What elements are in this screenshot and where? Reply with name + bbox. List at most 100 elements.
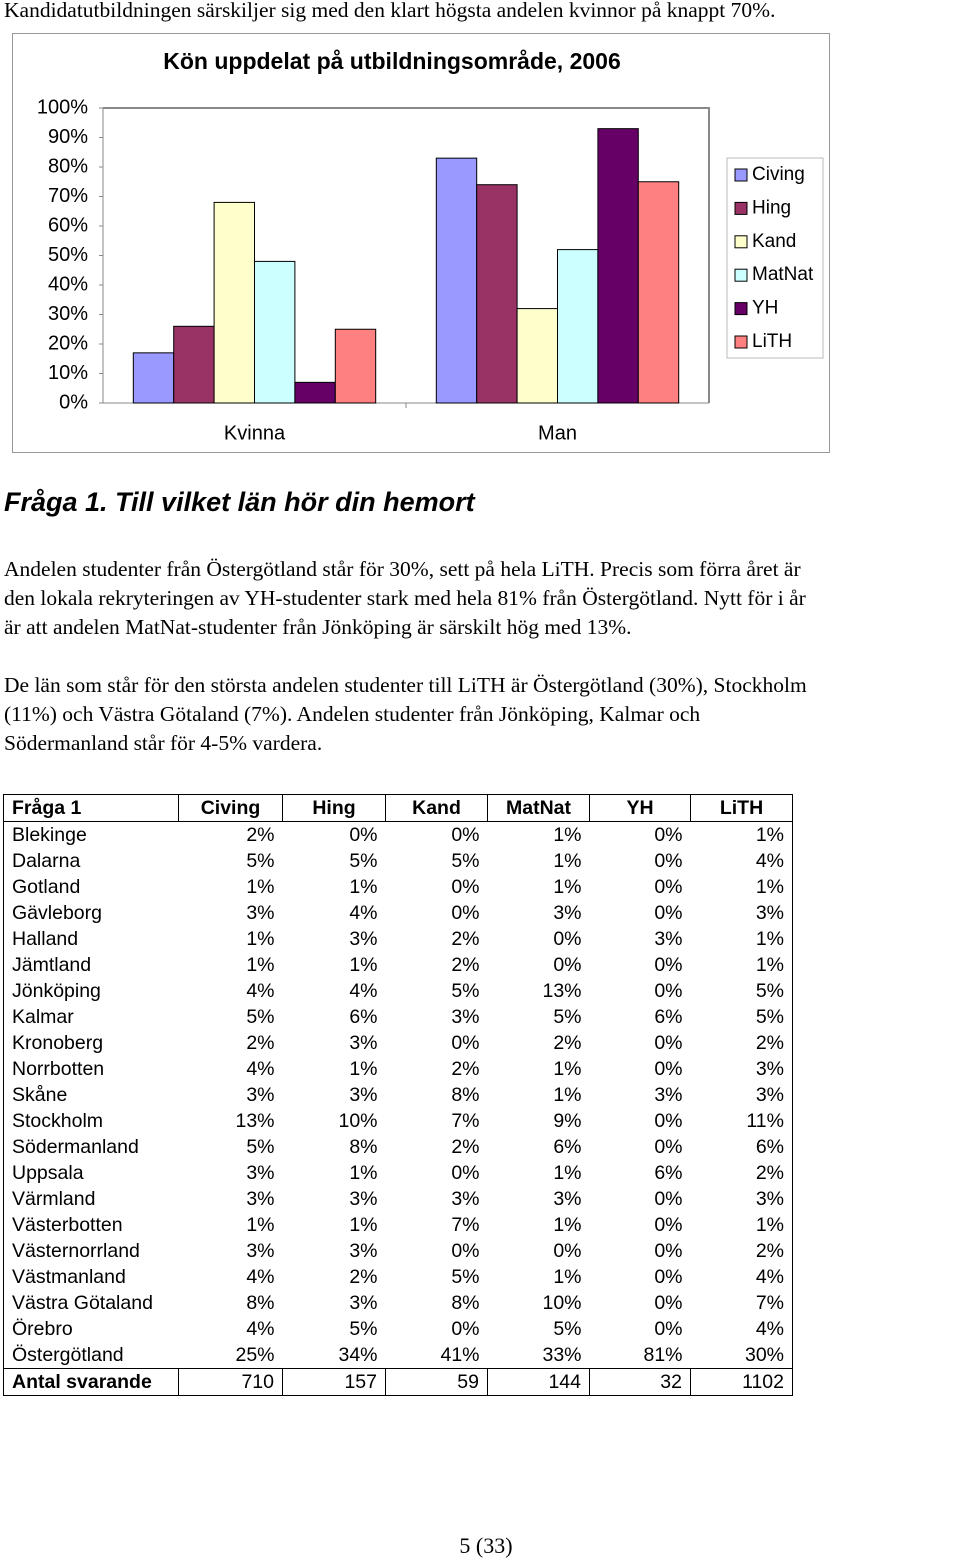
table-cell: 3%	[246, 1162, 275, 1184]
table-cell: 3%	[246, 902, 275, 924]
table-cell: 1%	[553, 1266, 582, 1288]
table-cell: 2%	[451, 928, 480, 950]
y-tick-label: 10%	[48, 362, 88, 384]
y-tick-label: 90%	[48, 126, 88, 148]
table-cell: 0%	[654, 1110, 683, 1132]
table-cell: 3%	[755, 1058, 784, 1080]
table-cell: Halland	[12, 928, 79, 950]
table-cell: 0%	[654, 1240, 683, 1262]
table-cell: 2%	[451, 1058, 480, 1080]
table-cell: 3%	[349, 928, 378, 950]
bar	[557, 249, 599, 404]
table-cell: 2%	[451, 954, 480, 976]
table-row: Västerbotten 1% 1% 7% 1% 0% 1%	[4, 1212, 793, 1238]
table-cell: Gävleborg	[12, 902, 102, 924]
y-tick-label: 80%	[48, 155, 88, 177]
table-row: Fråga 1 Civing Hing Kand MatNat YH LiTH	[3, 794, 793, 822]
table-cell: 0%	[654, 1266, 683, 1288]
table-cell: 3%	[755, 902, 784, 924]
table-row: Halland 1% 3% 2% 0% 3% 1%	[4, 926, 793, 952]
legend-swatch	[734, 302, 748, 316]
table-cell: Fråga 1	[3, 794, 179, 822]
table-cell: Jämtland	[12, 954, 92, 976]
table-cell: Värmland	[12, 1188, 96, 1210]
table-cell: 0%	[654, 850, 683, 872]
table-cell: 8%	[451, 1292, 480, 1314]
table-cell: 4%	[246, 1266, 275, 1288]
paragraph-line: Södermanland står för 4-5% vardera.	[4, 731, 323, 755]
bar	[516, 308, 559, 404]
legend-label: LiTH	[752, 331, 792, 352]
table-cell: 5%	[451, 850, 480, 872]
table-cell: 3%	[451, 1006, 480, 1028]
table-cell: 6%	[553, 1136, 582, 1158]
table-cell: 4%	[349, 902, 378, 924]
table-cell: 3%	[654, 1084, 683, 1106]
table-cell: 1%	[246, 928, 275, 950]
table-cell: 8%	[349, 1136, 378, 1158]
legend-swatch	[734, 168, 748, 182]
table-cell: 4%	[246, 1318, 275, 1340]
table-cell: 3%	[755, 1084, 784, 1106]
table-cell: 2%	[246, 1032, 275, 1054]
table-cell: Stockholm	[12, 1110, 104, 1132]
table-cell: 0%	[349, 824, 378, 846]
table-cell: 0%	[654, 1188, 683, 1210]
table-cell: 0%	[451, 1318, 480, 1340]
table-cell: 3%	[654, 928, 683, 950]
table-cell: 1%	[755, 876, 784, 898]
data-table: Fråga 1 Civing Hing Kand MatNat YH LiTH Bleking…	[3, 794, 793, 1396]
table-cell: 32	[589, 1368, 691, 1396]
bar	[254, 260, 296, 404]
table-cell: 59	[385, 1368, 488, 1396]
bar	[213, 201, 256, 404]
x-tick-label: Man	[538, 422, 577, 444]
table-cell: 3%	[246, 1188, 275, 1210]
bar	[132, 352, 175, 404]
table-cell: 1%	[755, 824, 784, 846]
table-row: Örebro 4% 5% 0% 5% 0% 4%	[4, 1316, 793, 1342]
table-cell: 0%	[553, 954, 582, 976]
table-cell: 0%	[451, 1240, 480, 1262]
legend-swatch	[734, 268, 748, 282]
bar	[435, 157, 478, 404]
table-cell: 81%	[643, 1344, 683, 1366]
bar	[637, 181, 680, 404]
table-cell: 4%	[246, 1058, 275, 1080]
table-cell: Kronoberg	[12, 1032, 104, 1054]
table-cell: 5%	[755, 980, 784, 1002]
table-cell: Västernorrland	[12, 1240, 140, 1262]
table-cell: 0%	[654, 1318, 683, 1340]
table-row: Jönköping 4% 4% 5% 13% 0% 5%	[4, 978, 793, 1004]
table-cell: 1%	[553, 1162, 582, 1184]
table-cell: Gotland	[12, 876, 81, 898]
table-cell: 1%	[553, 850, 582, 872]
table-row: Gävleborg 3% 4% 0% 3% 0% 3%	[4, 900, 793, 926]
table-cell: 0%	[654, 980, 683, 1002]
table-row: Västernorrland 3% 3% 0% 0% 0% 2%	[4, 1238, 793, 1264]
chart: Kön uppdelat på utbildningsområde, 2006 …	[12, 33, 830, 453]
table-row: Norrbotten 4% 1% 2% 1% 0% 3%	[4, 1056, 793, 1082]
table-row: Stockholm 13% 10% 7% 9% 0% 11%	[4, 1108, 793, 1134]
table-cell: 0%	[654, 902, 683, 924]
table-cell: 2%	[755, 1032, 784, 1054]
table-cell: 1%	[755, 1214, 784, 1236]
paragraph-line: är att andelen MatNat-studenter från Jön…	[4, 615, 632, 639]
bar	[294, 381, 336, 404]
y-tick-label: 100%	[37, 96, 88, 118]
table-cell: 0%	[553, 1240, 582, 1262]
legend-label: MatNat	[752, 264, 814, 285]
table-cell: 3%	[349, 1032, 378, 1054]
table-cell: Örebro	[12, 1318, 73, 1340]
table-cell: 30%	[744, 1344, 784, 1366]
table-cell: Kand	[385, 794, 488, 822]
legend-swatch	[734, 201, 748, 215]
table-cell: Västmanland	[12, 1266, 126, 1288]
table-cell: 3%	[349, 1292, 378, 1314]
table-cell: 1102	[690, 1368, 793, 1396]
table-cell: 5%	[451, 980, 480, 1002]
paragraph-line: den lokala rekryteringen av YH-studenter…	[4, 586, 806, 610]
table-cell: 5%	[246, 1136, 275, 1158]
table-row: Västmanland 4% 2% 5% 1% 0% 4%	[4, 1264, 793, 1290]
table-cell: 5%	[451, 1266, 480, 1288]
